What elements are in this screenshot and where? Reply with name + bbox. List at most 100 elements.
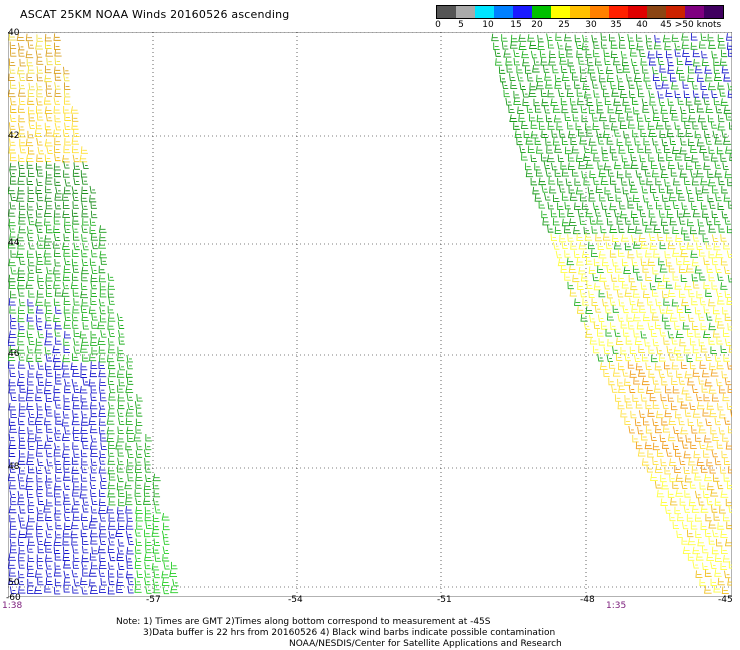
wind-barb [152, 578, 160, 586]
wind-barb [91, 546, 98, 555]
wind-barb [568, 265, 577, 273]
wind-barb [36, 225, 43, 233]
wind-barb [694, 330, 701, 338]
wind-barb [543, 65, 550, 73]
wind-barb [628, 178, 635, 186]
wind-barb [698, 338, 705, 347]
wind-barb [45, 378, 53, 386]
wind-barb [61, 361, 70, 370]
wind-barb [626, 314, 634, 322]
wind-barb [100, 577, 107, 586]
wind-barb [664, 506, 672, 514]
wind-barb [696, 193, 704, 202]
wind-barb [135, 513, 143, 522]
wind-barb [727, 425, 732, 434]
wind-barb [53, 233, 61, 241]
wind-barb [699, 272, 706, 281]
wind-barb [561, 73, 570, 81]
wind-barb [698, 425, 707, 434]
wind-barb [620, 321, 628, 329]
wind-barb [63, 66, 70, 75]
wind-barb [722, 162, 729, 170]
wind-barb [72, 169, 80, 177]
wind-barb [100, 442, 107, 450]
wind-barb [647, 409, 655, 417]
wind-barb [136, 394, 143, 402]
wind-barb [680, 274, 688, 282]
wind-barb [659, 264, 668, 273]
wind-barb [98, 402, 106, 410]
wind-barb [53, 362, 62, 370]
wind-barb [717, 402, 724, 411]
wind-barb [575, 186, 584, 195]
wind-barb [539, 50, 547, 58]
legend-color-swatch [456, 6, 476, 18]
wind-barb [695, 553, 704, 561]
wind-barb [99, 282, 107, 291]
wind-barb [53, 546, 61, 554]
wind-barb [627, 225, 635, 233]
wind-barb [73, 298, 80, 306]
wind-barb [705, 353, 712, 361]
wind-barb [17, 353, 25, 361]
wind-barb [645, 81, 652, 90]
wind-barb [36, 537, 44, 545]
wind-barb [704, 529, 712, 537]
wind-barb [628, 41, 636, 49]
wind-barb [90, 249, 98, 258]
wind-barb [70, 530, 79, 539]
wind-barb [521, 50, 530, 59]
wind-barb [617, 401, 625, 410]
wind-barb [664, 42, 672, 51]
wind-barb [45, 177, 53, 185]
wind-barb [64, 522, 71, 530]
wind-barb [63, 160, 70, 169]
wind-barb [71, 209, 79, 217]
wind-barb [28, 465, 35, 474]
wind-barb [649, 98, 657, 106]
wind-barb [676, 210, 684, 218]
wind-barb [671, 81, 679, 90]
wind-barb [118, 378, 125, 387]
wind-barb [569, 65, 576, 74]
wind-barb [625, 337, 633, 345]
wind-barb [623, 130, 630, 139]
wind-barb [596, 105, 604, 114]
wind-barb [631, 234, 638, 243]
wind-barb [547, 89, 555, 98]
wind-barb [27, 434, 35, 443]
wind-barb [659, 306, 666, 314]
wind-barb [530, 177, 538, 186]
wind-barb [609, 298, 617, 306]
wind-barb [108, 530, 115, 539]
wind-barb [718, 426, 726, 435]
wind-barb [702, 409, 710, 417]
wind-barb [520, 121, 529, 129]
wind-barb [633, 354, 641, 363]
wind-barb [681, 521, 689, 530]
wind-barb [711, 50, 718, 59]
wind-barb [631, 305, 639, 313]
wind-barb [19, 505, 26, 514]
wind-barb [612, 258, 619, 267]
wind-barb [644, 169, 651, 177]
wind-barb [659, 130, 667, 138]
wind-barb [63, 233, 70, 242]
wind-barb [701, 122, 708, 130]
wind-barb [98, 274, 107, 283]
wind-barb [673, 346, 682, 355]
wind-barb [72, 433, 80, 441]
wind-barb [600, 41, 608, 49]
wind-barb [544, 192, 551, 201]
wind-barb [687, 218, 694, 227]
wind-barb [723, 354, 730, 362]
map-frame [8, 32, 732, 597]
wind-barb [550, 233, 557, 242]
wind-barb [8, 186, 16, 195]
wind-barb [684, 57, 693, 66]
wind-barb [610, 122, 619, 131]
wind-barb [686, 529, 694, 538]
wind-barb [714, 569, 722, 577]
wind-barb [80, 577, 88, 585]
wind-barb [99, 585, 106, 594]
